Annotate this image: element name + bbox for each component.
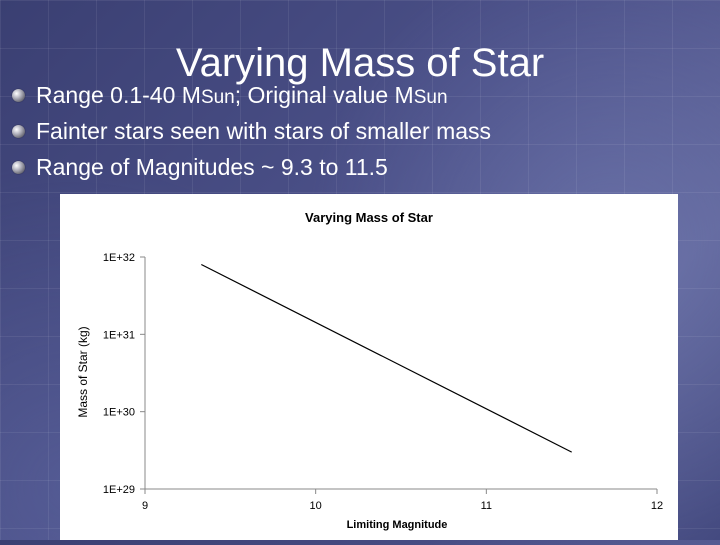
- y-tick-label: 1E+32: [103, 252, 135, 264]
- msun-subscript: Sun: [200, 87, 235, 108]
- bullet-list: Range 0.1-40 MSun; Original value MSun F…: [10, 78, 491, 186]
- x-tick-label: 12: [651, 500, 663, 512]
- bullet-text: Range of Magnitudes ~ 9.3 to 11.5: [36, 154, 388, 180]
- x-axis-label: Limiting Magnitude: [347, 519, 448, 531]
- x-tick-label: 10: [310, 500, 322, 512]
- bullet-icon: [12, 161, 25, 174]
- bullet-text: Fainter stars seen with stars of smaller…: [36, 118, 492, 144]
- bullet-text-part: Range 0.1-40 M: [36, 82, 201, 108]
- bullet-magnitude-range: Range of Magnitudes ~ 9.3 to 11.5: [10, 150, 491, 186]
- y-tick-label: 1E+31: [103, 329, 135, 341]
- bullet-icon: [12, 89, 25, 102]
- bullet-text-part: ; Original value M: [234, 82, 414, 108]
- chart-svg: Varying Mass of Star 1E+29 1E+30 1E+31 1E+3…: [76, 210, 663, 531]
- y-tick-label: 1E+30: [103, 407, 135, 419]
- x-tick-label: 11: [481, 500, 492, 512]
- y-axis-label: Mass of Star (kg): [76, 326, 90, 417]
- bullet-fainter-stars: Fainter stars seen with stars of smaller…: [10, 114, 491, 150]
- msun-subscript: Sun: [413, 87, 448, 108]
- series-line: [201, 263, 572, 453]
- bullet-icon: [12, 125, 25, 138]
- x-tick-label: 9: [142, 500, 148, 512]
- chart-title: Varying Mass of Star: [305, 210, 433, 225]
- slide-title: Varying Mass of Star: [175, 40, 545, 85]
- plot-area: 1E+29 1E+30 1E+31 1E+32 9 10 11 12: [103, 252, 663, 512]
- chart-panel: Varying Mass of Star 1E+29 1E+30 1E+31 1E+3…: [60, 194, 678, 540]
- bullet-mass-range: Range 0.1-40 MSun; Original value MSun: [10, 78, 491, 114]
- y-tick-label: 1E+29: [103, 484, 135, 496]
